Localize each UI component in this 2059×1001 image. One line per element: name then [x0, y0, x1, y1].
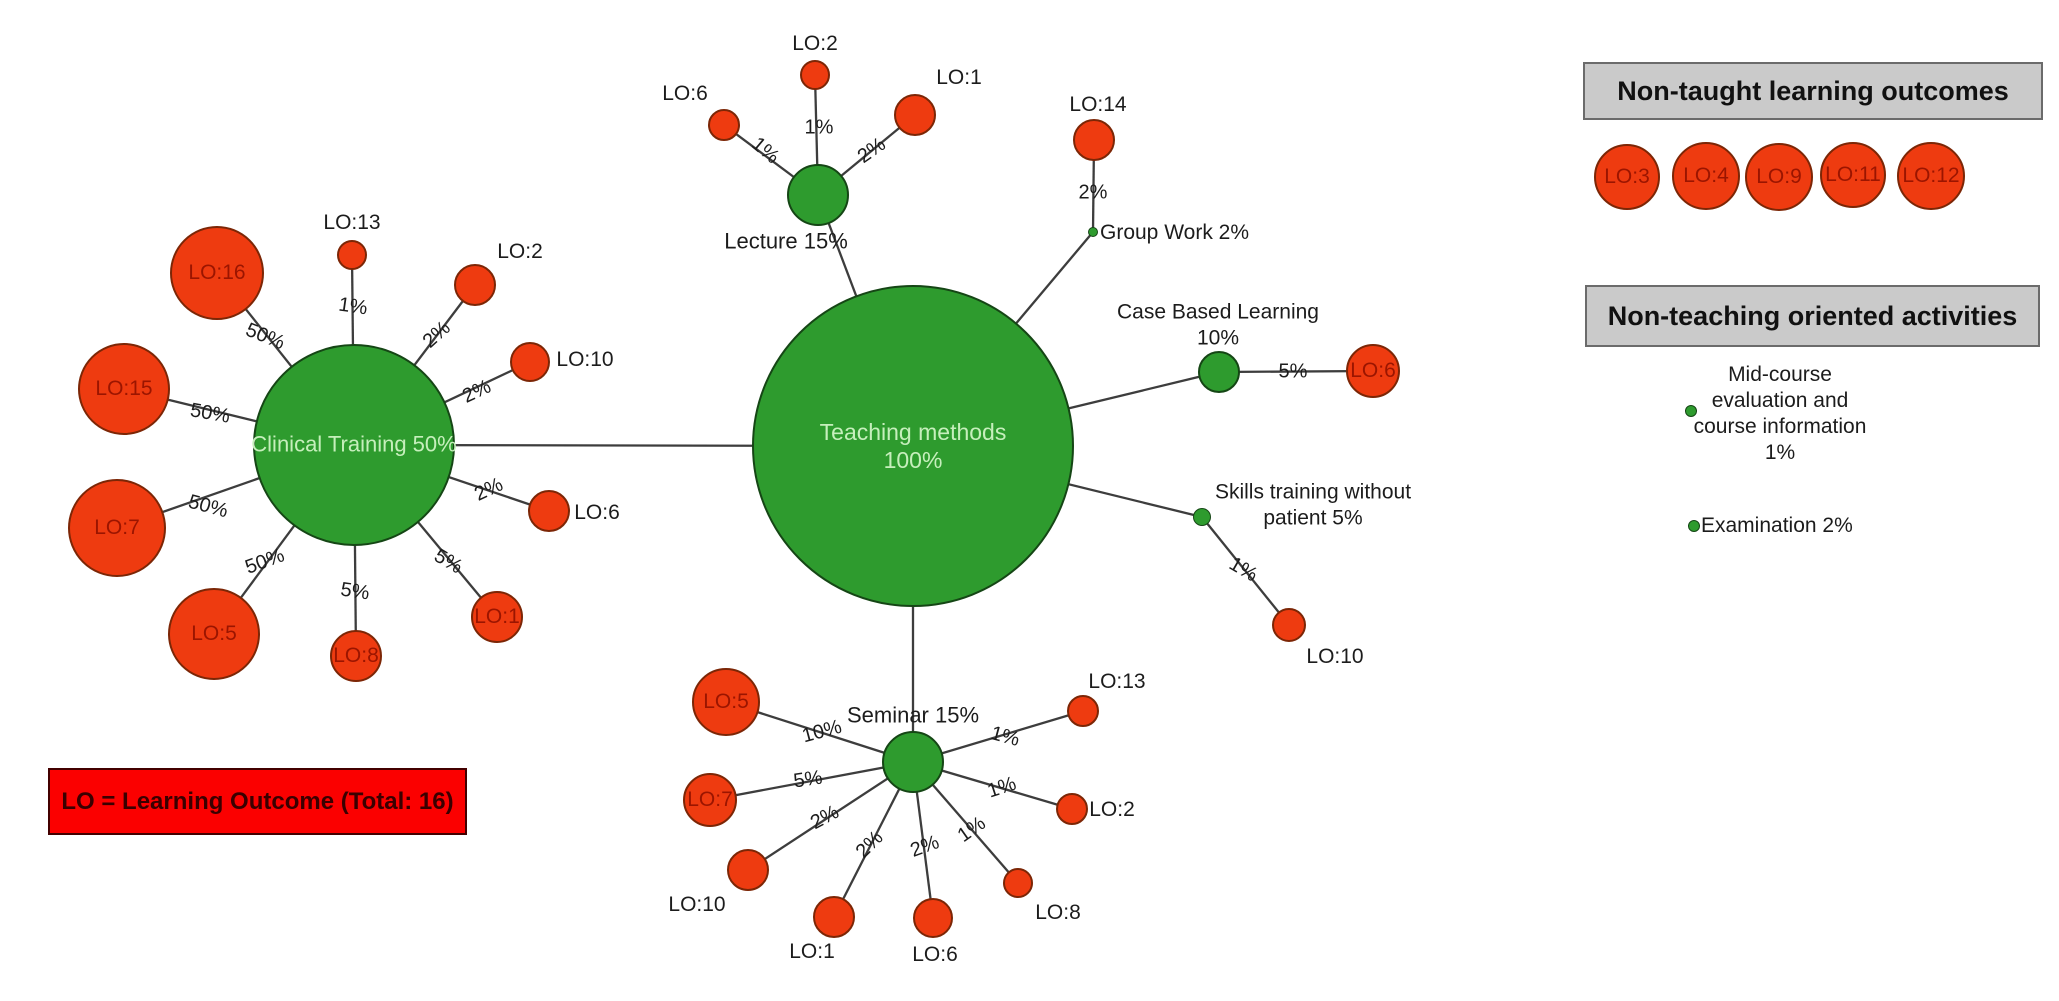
label-sem-lo6: LO:6 — [912, 943, 958, 967]
edge-skills-sk-lo10 — [1201, 516, 1290, 626]
node-sem-lo1 — [813, 896, 855, 938]
examination-label: Examination 2% — [1701, 514, 1853, 537]
legend-non-taught-header: Non-taught learning outcomes — [1583, 62, 2043, 120]
node-seminar — [882, 731, 944, 793]
label-sem-lo7: LO:7 — [687, 788, 733, 812]
label-cl-lo7: LO:7 — [94, 516, 140, 540]
label-clinical: Clinical Training 50% — [251, 431, 457, 457]
node-sem-lo2 — [1056, 793, 1088, 825]
node-nt-lo4 — [1672, 142, 1740, 210]
node-examination-dot — [1688, 520, 1700, 532]
label-sem-lo5: LO:5 — [703, 690, 749, 714]
node-cl-lo16 — [170, 226, 264, 320]
label-lecture: Lecture 15% — [724, 228, 848, 254]
edge-label-4: 5% — [1278, 360, 1308, 383]
node-lec-lo2 — [800, 60, 830, 90]
edge-label-3: 2% — [1078, 181, 1108, 204]
label-cl-lo15: LO:15 — [95, 377, 153, 401]
node-cl-lo7 — [68, 479, 166, 577]
node-sk-lo10 — [1272, 608, 1306, 642]
node-sem-lo13 — [1067, 695, 1099, 727]
edge-label-7: 5% — [792, 766, 824, 793]
node-nt-lo12 — [1897, 142, 1965, 210]
node-cl-lo6 — [528, 490, 570, 532]
edge-seminar-sem-lo7 — [709, 760, 914, 802]
note-text: LO = Learning Outcome (Total: 16) — [61, 787, 454, 815]
legend-non-teaching-header: Non-teaching oriented activities — [1585, 285, 2040, 347]
label-case-based: Case Based Learning 10% — [1117, 300, 1319, 349]
label-cbl-lo6: LO:6 — [1350, 359, 1396, 383]
label-nt-lo4: LO:4 — [1683, 164, 1729, 188]
node-cl-lo15 — [78, 343, 170, 435]
label-cl-lo5: LO:5 — [191, 622, 237, 646]
node-sem-lo7 — [683, 773, 737, 827]
label-cl-lo2: LO:2 — [497, 240, 543, 264]
node-mid-course-dot — [1685, 405, 1697, 417]
node-sem-lo10 — [727, 849, 769, 891]
node-cl-lo2 — [454, 264, 496, 306]
label-cl-lo8: LO:8 — [333, 644, 379, 668]
node-cl-lo5 — [168, 588, 260, 680]
node-lec-lo1 — [894, 94, 936, 136]
node-nt-lo9 — [1745, 143, 1813, 211]
label-cl-lo1: LO:1 — [474, 605, 520, 629]
label-sem-lo10: LO:10 — [668, 893, 726, 917]
label-cl-lo13: LO:13 — [323, 211, 381, 235]
edge-seminar-sem-lo10 — [747, 761, 914, 871]
label-group-work: Group Work 2% — [1100, 221, 1249, 245]
label-seminar: Seminar 15% — [846, 702, 980, 728]
label-sem-lo1: LO:1 — [789, 940, 835, 964]
node-cl-lo10 — [510, 342, 550, 382]
label-cl-lo16: LO:16 — [188, 261, 246, 285]
node-lec-lo6 — [708, 109, 740, 141]
label-teaching: Teaching methods 100% — [819, 418, 1007, 473]
node-cl-lo1 — [471, 591, 523, 643]
label-lec-lo6: LO:6 — [662, 82, 708, 106]
node-lo14 — [1073, 119, 1115, 161]
label-lo14: LO:14 — [1069, 93, 1127, 117]
edge-label-22: 5% — [339, 578, 371, 605]
label-cl-lo6: LO:6 — [574, 501, 620, 525]
node-sem-lo8 — [1003, 868, 1033, 898]
label-sem-lo13: LO:13 — [1088, 670, 1146, 694]
node-nt-lo3 — [1594, 144, 1660, 210]
label-nt-lo9: LO:9 — [1756, 165, 1802, 189]
label-sem-lo2: LO:2 — [1089, 798, 1135, 822]
node-cl-lo8 — [330, 630, 382, 682]
label-nt-lo12: LO:12 — [1902, 164, 1960, 188]
node-sem-lo6 — [913, 898, 953, 938]
mid-course-evaluation-label: Mid-course evaluation and course informa… — [1693, 363, 1867, 464]
label-sem-lo8: LO:8 — [1035, 901, 1081, 925]
label-nt-lo11: LO:11 — [1825, 163, 1881, 187]
node-group-work — [1088, 227, 1098, 237]
node-cbl-lo6 — [1346, 344, 1400, 398]
node-lecture — [787, 164, 849, 226]
node-clinical — [253, 344, 455, 546]
node-nt-lo11 — [1820, 142, 1886, 208]
node-case-based — [1198, 351, 1240, 393]
node-teaching — [752, 285, 1074, 607]
label-lec-lo1: LO:1 — [936, 66, 982, 90]
edge-label-1: 1% — [804, 116, 834, 139]
note-box: LO = Learning Outcome (Total: 16) — [48, 768, 467, 835]
label-lec-lo2: LO:2 — [792, 32, 838, 56]
label-cl-lo10: LO:10 — [556, 348, 614, 372]
node-skills — [1193, 508, 1211, 526]
edge-label-15: 1% — [337, 293, 369, 320]
label-skills: Skills training without patient 5% — [1214, 480, 1412, 529]
label-nt-lo3: LO:3 — [1604, 165, 1650, 189]
label-sk-lo10: LO:10 — [1306, 645, 1364, 669]
node-sem-lo5 — [692, 668, 760, 736]
node-cl-lo13 — [337, 240, 367, 270]
